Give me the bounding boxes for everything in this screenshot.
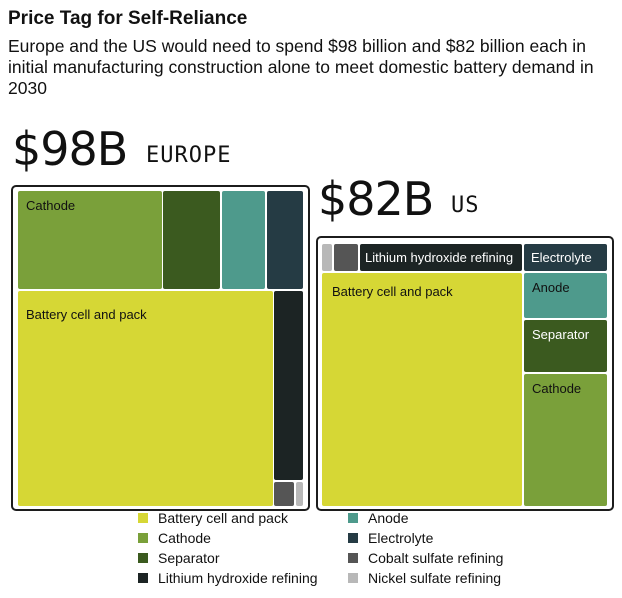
legend-item-separator: Separator	[138, 550, 219, 566]
us-cell-cathode: Cathode	[524, 374, 607, 506]
us-cell-lithium-hydroxide-refining: Lithium hydroxide refining	[360, 244, 522, 271]
us-treemap	[316, 236, 614, 511]
europe-region-label: EUROPE	[146, 143, 232, 168]
europe-cell-anode	[222, 191, 265, 289]
legend-swatch	[348, 573, 358, 583]
legend-item-nickel-sulfate-refining: Nickel sulfate refining	[348, 570, 501, 586]
legend-label: Battery cell and pack	[158, 510, 288, 526]
europe-cell-electrolyte	[267, 191, 303, 289]
us-region-label: US	[451, 193, 480, 218]
legend-label: Lithium hydroxide refining	[158, 570, 318, 586]
europe-cell-battery-cell-and-pack: Battery cell and pack	[18, 291, 273, 506]
us-cell-electrolyte: Electrolyte	[524, 244, 607, 271]
chart-subtitle: Europe and the US would need to spend $9…	[8, 36, 594, 98]
us-cell-anode: Anode	[524, 273, 607, 318]
us-cell-battery-cell-and-pack: Battery cell and pack	[322, 273, 522, 506]
us-total: $82B	[318, 172, 434, 226]
us-cell-label: Cathode	[532, 381, 582, 396]
europe-cell-cobalt-sulfate-refining	[274, 482, 294, 506]
us-cell-label: Anode	[532, 280, 570, 295]
europe-total: $98B	[12, 122, 128, 176]
legend-label: Separator	[158, 550, 220, 566]
europe-cell-cathode: Cathode	[18, 191, 162, 289]
legend-swatch	[348, 553, 358, 563]
legend-item-lithium-hydroxide-refining: Lithium hydroxide refining	[138, 570, 318, 586]
europe-cell-label: Cathode	[26, 198, 76, 213]
us-cell-label: Electrolyte	[531, 250, 592, 265]
legend-label: Cathode	[158, 530, 211, 546]
us-cell-label: Lithium hydroxide refining	[365, 250, 514, 265]
legend-item-cobalt-sulfate-refining: Cobalt sulfate refining	[348, 550, 503, 566]
europe-cell-lithium-hydroxide-refining	[274, 291, 303, 480]
legend-label: Cobalt sulfate refining	[368, 550, 504, 566]
legend-swatch	[138, 573, 148, 583]
legend-swatch	[348, 513, 358, 523]
europe-cell-separator	[163, 191, 220, 289]
legend-item-battery-cell-and-pack: Battery cell and pack	[138, 510, 288, 526]
legend-item-cathode: Cathode	[138, 530, 211, 546]
us-cell-separator: Separator	[524, 320, 607, 372]
us-cell-label: Battery cell and pack	[332, 284, 453, 299]
legend-label: Anode	[368, 510, 409, 526]
us-cell-label: Separator	[532, 327, 590, 342]
legend-swatch	[348, 533, 358, 543]
legend-item-anode: Anode	[348, 510, 408, 526]
legend-swatch	[138, 513, 148, 523]
legend-swatch	[138, 553, 148, 563]
legend-swatch	[138, 533, 148, 543]
europe-cell-nickel-sulfate-refining	[296, 482, 303, 506]
legend-label: Nickel sulfate refining	[368, 570, 502, 586]
legend-label: Electrolyte	[368, 530, 434, 546]
us-cell-cobalt-sulfate-refining	[334, 244, 358, 271]
us-cell-nickel-sulfate-refining	[322, 244, 332, 271]
europe-cell-label: Battery cell and pack	[26, 307, 147, 322]
chart-title: Price Tag for Self-Reliance	[8, 8, 248, 29]
legend-item-electrolyte: Electrolyte	[348, 530, 433, 546]
europe-treemap	[11, 185, 310, 511]
